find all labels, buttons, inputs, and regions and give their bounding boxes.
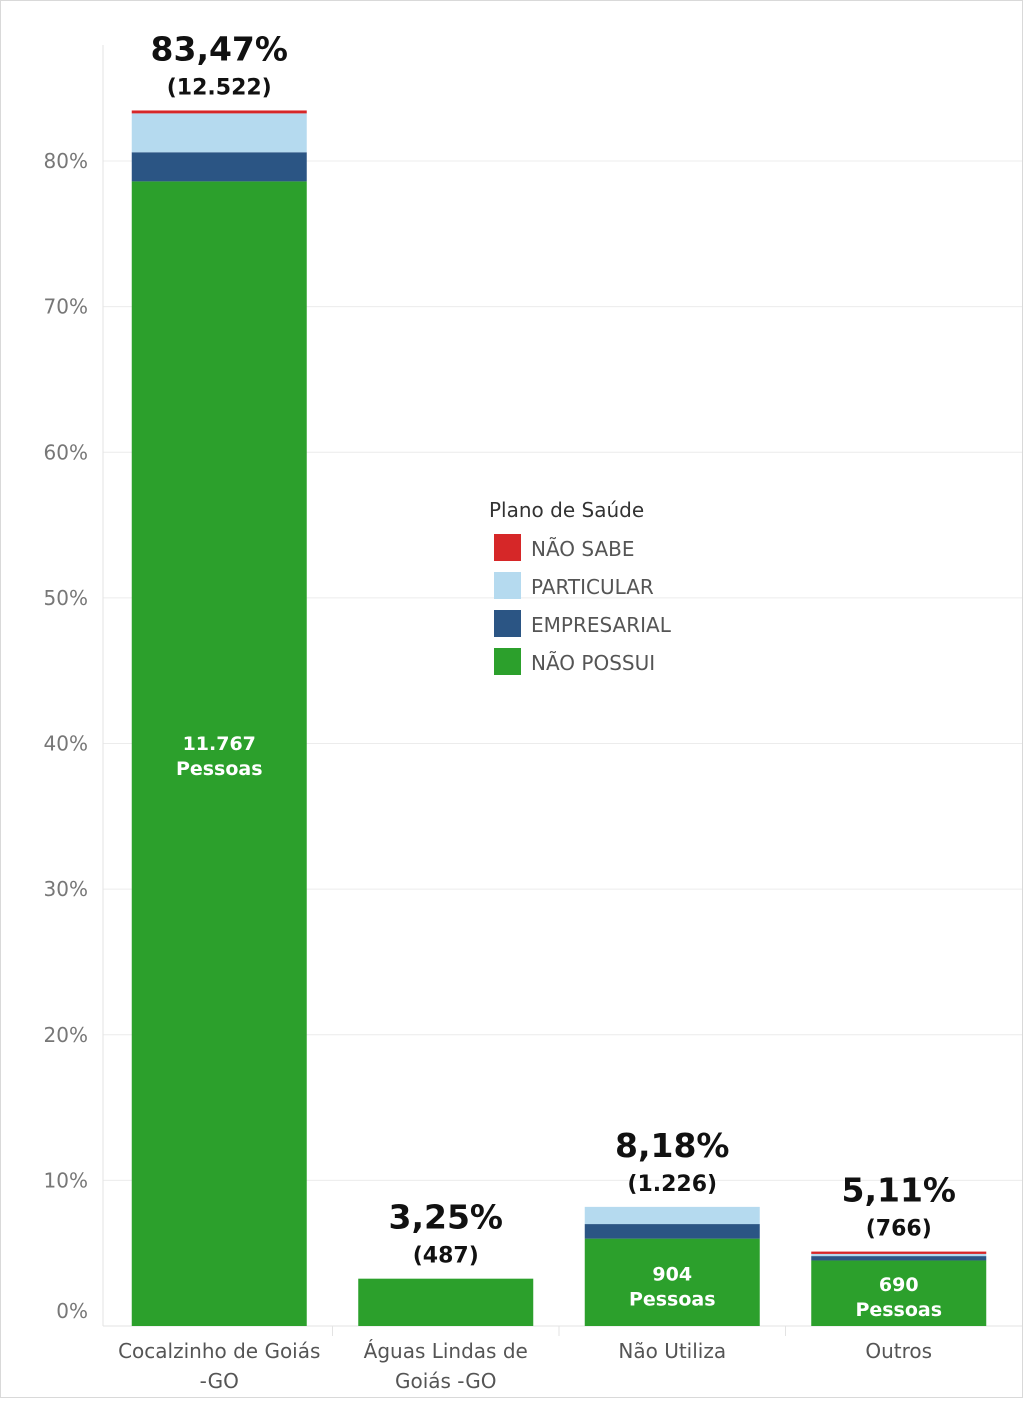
y-tick-label: 70% — [44, 295, 88, 319]
legend: Plano de Saúde NÃO SABE PARTICULAR EMPRESAR… — [489, 498, 672, 675]
x-category-label: Outros — [865, 1339, 932, 1363]
y-tick-label: 80% — [44, 149, 88, 173]
bar-total-count: (12.522) — [167, 75, 272, 100]
bar-inside-label: 690 — [879, 1274, 919, 1296]
bar-total-percent: 5,11% — [842, 1171, 957, 1210]
legend-swatch — [494, 534, 521, 561]
legend-swatch — [494, 572, 521, 599]
bar-segment-empresarial — [584, 1224, 760, 1239]
bar-segment-particular — [811, 1253, 987, 1257]
y-tick-label: 40% — [44, 732, 88, 756]
bar-segment-particular — [131, 113, 307, 153]
legend-swatch — [494, 648, 521, 675]
legend-item-label: EMPRESARIAL — [531, 613, 672, 637]
x-category-label: -GO — [200, 1369, 239, 1393]
x-category-label: Cocalzinho de Goiás — [118, 1339, 320, 1363]
x-category-label: Águas Lindas de — [364, 1339, 528, 1363]
x-category-label: Não Utiliza — [618, 1339, 726, 1363]
legend-item-label: NÃO SABE — [531, 537, 635, 561]
bar-segment-empresarial — [131, 152, 307, 182]
bar-segment-n-o-sabe — [131, 110, 307, 114]
bar-segment-n-o-possui — [811, 1260, 987, 1326]
y-tick-label: 50% — [44, 586, 88, 610]
bar-segment-n-o-possui — [584, 1238, 760, 1326]
legend-swatch — [494, 610, 521, 637]
bar-total-percent: 83,47% — [151, 29, 288, 68]
bar-segment-n-o-possui — [131, 181, 307, 1327]
legend-item-label: PARTICULAR — [531, 575, 654, 599]
bar-segment-particular — [584, 1206, 760, 1225]
bar-inside-label: Pessoas — [176, 758, 263, 780]
bar-segment-n-o-possui — [358, 1278, 534, 1326]
bar-segment-n-o-sabe — [811, 1251, 987, 1254]
legend-title: Plano de Saúde — [489, 498, 644, 522]
bars — [131, 110, 987, 1327]
bar-inside-label: Pessoas — [855, 1299, 942, 1321]
x-axis-categories: Cocalzinho de Goiás -GO Águas Lindas de Goi… — [118, 1339, 932, 1393]
x-category-label: Goiás -GO — [395, 1369, 497, 1393]
legend-item-label: NÃO POSSUI — [531, 651, 655, 675]
y-tick-label: 60% — [44, 440, 88, 464]
y-tick-label: 20% — [44, 1023, 88, 1047]
bar-inside-label: 904 — [652, 1263, 692, 1285]
bar-total-count: (766) — [866, 1217, 932, 1242]
bar-inside-label: Pessoas — [629, 1288, 716, 1310]
y-axis-ticks: 0% 10% 20% 30% 40% 50% 60% 70% 80% — [44, 149, 88, 1323]
bar-total-count: (1.226) — [627, 1172, 717, 1197]
bar-segment-empresarial — [811, 1256, 987, 1261]
y-tick-label: 30% — [44, 877, 88, 901]
bar-inside-label: 11.767 — [183, 733, 256, 755]
bar-total-percent: 8,18% — [615, 1126, 730, 1165]
y-tick-label: 10% — [44, 1168, 88, 1192]
bar-total-percent: 3,25% — [389, 1198, 504, 1237]
bar-total-count: (487) — [413, 1244, 479, 1269]
bar-labels: 83,47% (12.522) 11.767 Pessoas 3,25% (487) 8,1… — [151, 29, 956, 1321]
y-tick-label: 0% — [56, 1299, 88, 1323]
